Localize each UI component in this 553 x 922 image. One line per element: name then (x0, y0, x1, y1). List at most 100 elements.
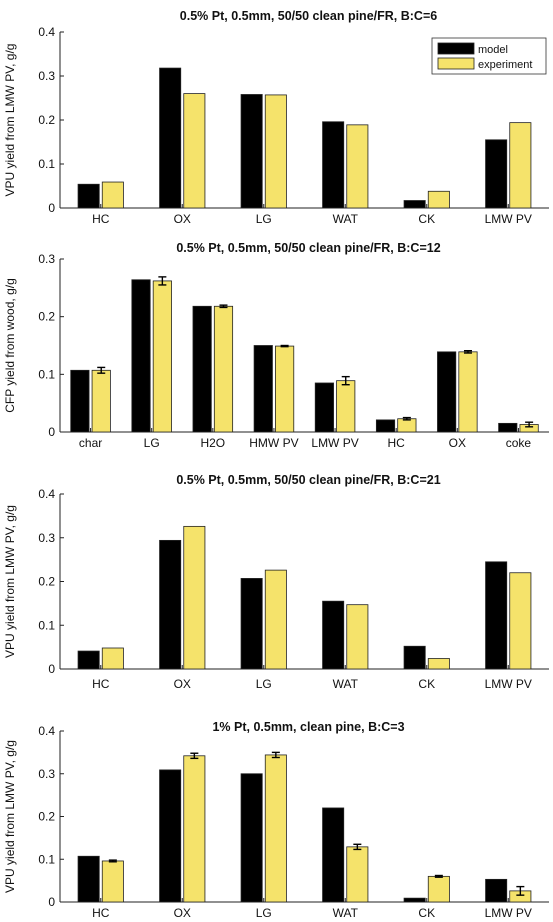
x-tick-label: H2O (200, 436, 225, 450)
bar-model-wat (322, 600, 345, 670)
bar-model-ck (403, 645, 426, 670)
x-tick-label: CK (418, 906, 435, 920)
chart-title: 0.5% Pt, 0.5mm, 50/50 clean pine/FR, B:C… (176, 241, 440, 255)
y-tick-label: 0.3 (38, 69, 55, 83)
bar-model-lmw-pv (314, 382, 334, 433)
bar-experiment-ck (427, 658, 450, 670)
bar-model-coke (498, 422, 518, 433)
y-axis-label: CFP yield from wood, g/g (3, 278, 17, 413)
y-tick-label: 0.4 (38, 724, 55, 738)
bar-experiment-lg (264, 94, 287, 209)
bar-experiment-char (91, 369, 111, 433)
y-tick-label: 0.3 (38, 252, 55, 266)
y-axis-label: VPU yield from LMW PV, g/g (3, 740, 17, 893)
bar-model-lmw-pv (485, 878, 508, 903)
y-axis-label: VPU yield from LMW PV, g/g (3, 505, 17, 658)
x-tick-label: HC (388, 436, 406, 450)
chart-legend: model experiment (431, 37, 547, 75)
legend-swatch-experiment (437, 57, 475, 70)
bar-model-hc (77, 183, 100, 209)
x-tick-label: HMW PV (249, 436, 298, 450)
bar-experiment-wat (346, 604, 369, 670)
bar-model-char (70, 369, 90, 433)
y-tick-label: 0.1 (38, 157, 55, 171)
x-tick-label: LMW PV (485, 677, 532, 691)
x-tick-label: char (79, 436, 102, 450)
bar-model-lmw-pv (485, 139, 508, 209)
y-tick-label: 0 (48, 425, 55, 439)
y-tick-label: 0.2 (38, 575, 55, 589)
x-tick-label: CK (418, 212, 435, 226)
bar-experiment-ox (183, 525, 206, 670)
chart-panel-1: 0.5% Pt, 0.5mm, 50/50 clean pine/FR, B:C… (3, 9, 549, 226)
bar-model-hc (77, 855, 100, 903)
bar-experiment-hc (101, 647, 124, 670)
y-tick-label: 0.4 (38, 487, 55, 501)
x-tick-label: LG (256, 212, 272, 226)
bar-model-wat (322, 121, 345, 209)
bar-experiment-hc (101, 181, 124, 209)
bar-experiment-hc (397, 418, 417, 433)
bar-experiment-lg (264, 754, 287, 903)
y-tick-label: 0 (48, 201, 55, 215)
bar-experiment-lmw-pv (509, 122, 532, 209)
y-tick-label: 0.1 (38, 852, 55, 866)
x-tick-label: OX (449, 436, 466, 450)
bar-experiment-lmw-pv (509, 572, 532, 670)
legend-swatch-model (437, 42, 475, 55)
x-tick-label: OX (174, 212, 191, 226)
y-tick-label: 0.3 (38, 767, 55, 781)
y-tick-label: 0.2 (38, 810, 55, 824)
x-tick-label: LMW PV (485, 906, 532, 920)
bar-model-ox (159, 67, 182, 209)
bar-experiment-wat (346, 846, 369, 903)
x-tick-label: WAT (333, 677, 359, 691)
x-tick-label: LG (144, 436, 160, 450)
x-tick-label: OX (174, 906, 191, 920)
bar-model-hc (375, 419, 396, 433)
bar-experiment-ox (183, 93, 206, 209)
bar-model-hc (77, 650, 100, 670)
legend-label-experiment: experiment (478, 59, 532, 71)
x-tick-label: HC (92, 212, 110, 226)
bar-model-lg (240, 773, 263, 903)
chart-panel-4: 1% Pt, 0.5mm, clean pine, B:C=3 VPU yield… (3, 720, 549, 920)
bar-model-lmw-pv (485, 561, 508, 670)
y-tick-label: 0.4 (38, 25, 55, 39)
chart-panel-2: 0.5% Pt, 0.5mm, 50/50 clean pine/FR, B:C… (3, 241, 549, 450)
bar-experiment-ck (427, 190, 450, 209)
bar-experiment-lmw-pv (336, 380, 356, 433)
bar-model-lg (131, 279, 151, 433)
x-tick-label: WAT (333, 906, 359, 920)
y-tick-label: 0 (48, 895, 55, 909)
x-tick-label: LMW PV (485, 212, 532, 226)
y-axis-label: VPU yield from LMW PV, g/g (3, 44, 17, 197)
bar-model-ox (159, 539, 182, 670)
x-tick-label: LG (256, 677, 272, 691)
y-tick-label: 0.1 (38, 618, 55, 632)
bar-experiment-h2o (213, 305, 234, 433)
bar-model-h2o (192, 305, 212, 433)
x-tick-label: coke (506, 436, 532, 450)
bar-experiment-ck (427, 875, 450, 903)
bar-experiment-hmw-pv (275, 345, 295, 433)
x-tick-label: CK (418, 677, 435, 691)
x-tick-label: HC (92, 906, 110, 920)
y-tick-label: 0.2 (38, 310, 55, 324)
bar-experiment-ox (183, 755, 206, 903)
x-tick-label: OX (174, 677, 191, 691)
bar-model-ox (437, 351, 457, 433)
bar-experiment-wat (346, 124, 369, 209)
bar-model-hmw-pv (253, 345, 273, 433)
chart-title: 1% Pt, 0.5mm, clean pine, B:C=3 (212, 720, 404, 734)
legend-label-model: model (478, 44, 508, 56)
x-tick-label: LMW PV (311, 436, 358, 450)
bar-model-lg (240, 578, 263, 670)
bar-model-ck (403, 897, 426, 903)
y-tick-label: 0.2 (38, 113, 55, 127)
bar-model-ck (403, 200, 426, 209)
bar-experiment-lg (264, 569, 287, 670)
bar-model-lg (240, 94, 263, 209)
